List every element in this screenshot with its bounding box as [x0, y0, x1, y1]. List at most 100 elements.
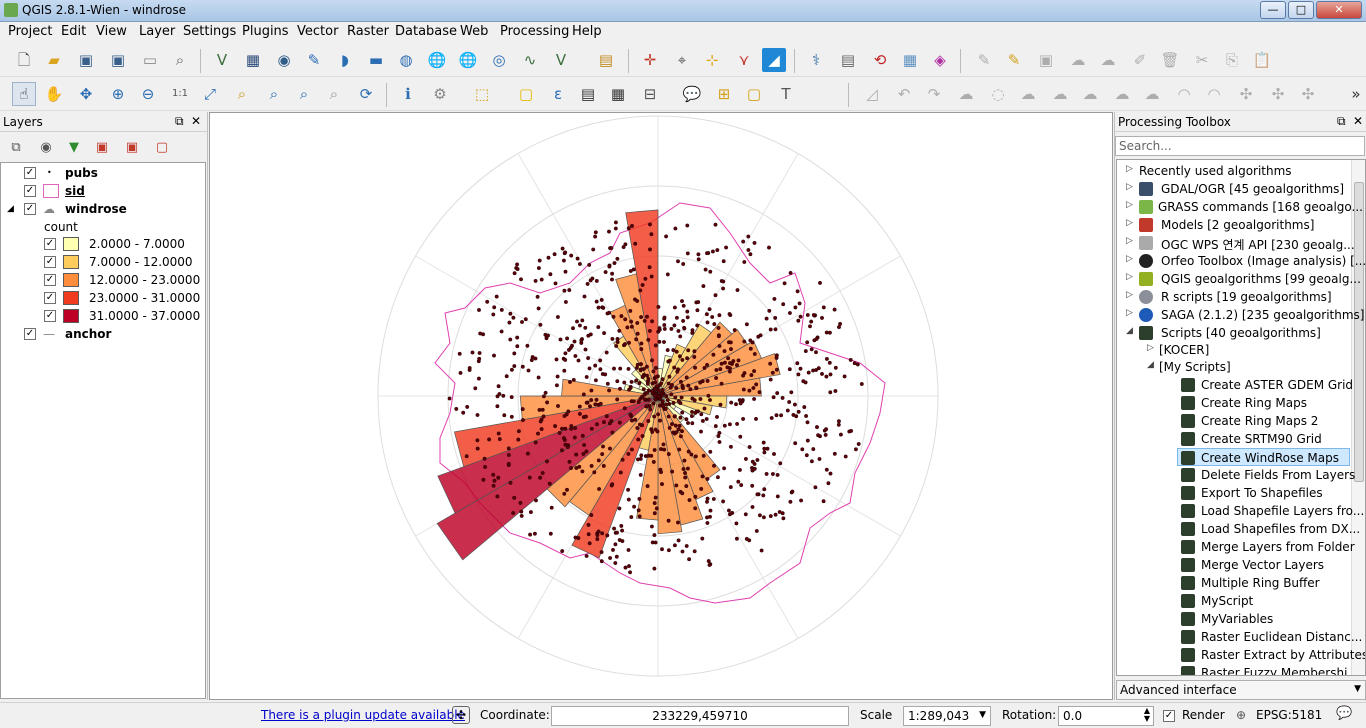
save-project-icon[interactable]: ▣ — [78, 50, 94, 69]
add-wfs-layer-icon[interactable]: ◎ — [492, 50, 506, 69]
select-by-expression-icon[interactable]: ε — [553, 84, 563, 103]
scale-select[interactable]: 1:289,043 ▼ — [903, 706, 991, 726]
collapse-arrow-icon[interactable]: ◢ — [1126, 326, 1133, 336]
close-window-button[interactable]: ✕ — [1316, 1, 1362, 19]
add-part-icon[interactable]: ☁ — [1020, 84, 1036, 103]
cut-features-icon[interactable]: ✂ — [1195, 50, 1209, 69]
reshape-icon[interactable]: ☁ — [1144, 84, 1160, 103]
expand-all-icon[interactable]: ⧉ — [11, 139, 21, 155]
script-item[interactable]: Delete Fields From Layers — [1177, 466, 1355, 484]
delete-selected-icon[interactable]: 🗑 — [1160, 50, 1180, 69]
offset-curve-icon[interactable]: ◠ — [1177, 84, 1191, 103]
digitize-icon[interactable]: ◿ — [866, 84, 878, 103]
topology-icon[interactable]: ⊹ — [705, 50, 719, 69]
rotate-point-icon[interactable]: ✣ — [1301, 84, 1315, 103]
script-item[interactable]: Load Shapefiles from DX... — [1177, 520, 1360, 538]
expand-arrow-icon[interactable]: ▷ — [1126, 164, 1133, 174]
add-oracle-layer-icon[interactable]: ▬ — [368, 50, 384, 69]
spin-arrows-icon[interactable]: ▲ ▼ — [1143, 706, 1150, 723]
zoom-next-icon[interactable]: ⌕ — [329, 84, 339, 103]
add-postgis-layer-icon[interactable]: ◉ — [277, 50, 291, 69]
legend-row[interactable]: ✓ 7.0000 - 12.0000 — [1, 253, 201, 271]
expand-arrow-icon[interactable]: ▷ — [1147, 343, 1154, 353]
open-project-icon[interactable]: ▰ — [48, 50, 60, 69]
sync-icon[interactable]: ⟲ — [873, 50, 887, 69]
add-feature-icon[interactable]: ☁ — [1070, 50, 1086, 69]
script-item[interactable]: Merge Vector Layers — [1177, 556, 1352, 574]
legend-checkbox[interactable]: ✓ — [44, 310, 56, 322]
menu-web[interactable]: Web — [460, 24, 489, 39]
expand-arrow-icon[interactable]: ▷ — [1126, 218, 1133, 228]
add-ring-icon[interactable]: ◌ — [991, 84, 1005, 103]
grid-plugin-icon[interactable]: ▦ — [902, 50, 918, 69]
field-calculator-icon[interactable]: ▦ — [610, 84, 626, 103]
move-feature-icon[interactable]: ☁ — [1100, 50, 1116, 69]
measure-icon[interactable]: ⊟ — [643, 84, 657, 103]
save-as-icon[interactable]: ▣ — [110, 50, 126, 69]
zoom-native-icon[interactable]: 1:1 — [171, 88, 189, 99]
zoom-out-icon[interactable]: ⊖ — [141, 84, 155, 103]
legend-checkbox[interactable]: ✓ — [44, 256, 56, 268]
script-item[interactable]: Export To Shapefiles — [1177, 484, 1352, 502]
copy-features-icon[interactable]: ⎘ — [1225, 50, 1238, 69]
split-parts-icon[interactable]: ✣ — [1239, 84, 1253, 103]
cursor-capture-icon[interactable]: ✛ — [643, 50, 657, 69]
collapse-arrow-icon[interactable]: ◢ — [1147, 360, 1154, 370]
new-print-composer-icon[interactable]: ▭ — [142, 50, 158, 69]
layer-checkbox[interactable]: ✓ — [24, 328, 36, 340]
new-project-icon[interactable]: 🗋 — [17, 50, 31, 69]
expand-arrow-icon[interactable]: ▷ — [1126, 290, 1133, 300]
float-panel-button[interactable]: ⧉ — [1337, 114, 1346, 128]
minimize-button[interactable]: — — [1260, 1, 1286, 19]
simplify-icon[interactable]: ☁ — [958, 84, 974, 103]
coordinate-field[interactable]: 233229,459710 — [551, 706, 849, 726]
add-db2-layer-icon[interactable]: ◍ — [399, 50, 413, 69]
expand-arrow-icon[interactable]: ▷ — [1126, 200, 1133, 210]
add-raster-layer-icon[interactable]: ▦ — [245, 50, 261, 69]
visibility-icon[interactable]: ◉ — [40, 139, 52, 155]
touch-zoom-icon[interactable]: ☝ — [12, 82, 36, 106]
identify-icon[interactable]: ℹ — [405, 84, 411, 103]
filter-icon[interactable]: ▼ — [69, 139, 79, 155]
expand-arrow-icon[interactable]: ▷ — [1126, 254, 1133, 264]
layer-checkbox[interactable]: ✓ — [24, 203, 36, 215]
paste-features-icon[interactable]: 📋 — [1252, 50, 1272, 69]
layer-checkbox[interactable]: ✓ — [24, 185, 36, 197]
menu-view[interactable]: View — [96, 24, 127, 39]
legend-checkbox[interactable]: ✓ — [44, 292, 56, 304]
menu-raster[interactable]: Raster — [347, 24, 389, 39]
script-item[interactable]: Load Shapefile Layers fro... — [1177, 502, 1364, 520]
fill-ring-icon[interactable]: ☁ — [1052, 84, 1068, 103]
add-vector-layer-icon[interactable]: V — [216, 50, 228, 69]
menu-project[interactable]: Project — [8, 24, 53, 39]
toolbox-search-input[interactable]: Search... — [1115, 136, 1365, 156]
add-spatialite-layer-icon[interactable]: ✎ — [307, 50, 321, 69]
layer-row-sid[interactable]: ✓ sid — [1, 182, 201, 200]
calculator-icon[interactable]: ▤ — [840, 50, 856, 69]
show-bookmarks-icon[interactable]: ▢ — [746, 84, 762, 103]
script-item[interactable]: Merge Layers from Folder — [1177, 538, 1355, 556]
messages-icon[interactable]: ✣ — [452, 706, 470, 724]
maximize-button[interactable]: □ — [1288, 1, 1314, 19]
menu-settings[interactable]: Settings — [183, 24, 237, 39]
script-item[interactable]: Create SRTM90 Grid — [1177, 430, 1352, 448]
toolbar-overflow-icon[interactable]: » — [1351, 84, 1361, 103]
split-features-icon[interactable]: ◠ — [1207, 84, 1221, 103]
zoom-to-layer-icon[interactable]: ⌕ — [269, 84, 279, 103]
composer-manager-icon[interactable]: ⌕ — [175, 50, 185, 69]
expand-arrow-icon[interactable]: ▷ — [1126, 272, 1133, 282]
toggle-editing-icon[interactable]: ✎ — [1007, 50, 1021, 69]
remove-layer-icon[interactable]: ▢ — [155, 139, 169, 155]
close-panel-button[interactable]: ✕ — [191, 114, 202, 128]
legend-row[interactable]: ✓ 12.0000 - 23.0000 — [1, 271, 201, 289]
legend-checkbox[interactable]: ✓ — [44, 238, 56, 250]
script-item-selected[interactable]: Create WindRose Maps — [1177, 448, 1350, 466]
zoom-full-icon[interactable]: ⤢ — [203, 84, 216, 103]
pan-map-icon[interactable]: ✋ — [44, 84, 64, 103]
plugin-update-link[interactable]: There is a plugin update available — [261, 708, 465, 722]
refresh-icon[interactable]: ⟳ — [359, 84, 373, 103]
python-console-icon[interactable]: ⚕ — [811, 50, 821, 69]
script-item[interactable]: Create Ring Maps 2 — [1177, 412, 1352, 430]
georef-icon[interactable]: ⌖ — [677, 50, 687, 69]
add-wcs-layer-icon[interactable]: 🌐 — [458, 50, 478, 69]
